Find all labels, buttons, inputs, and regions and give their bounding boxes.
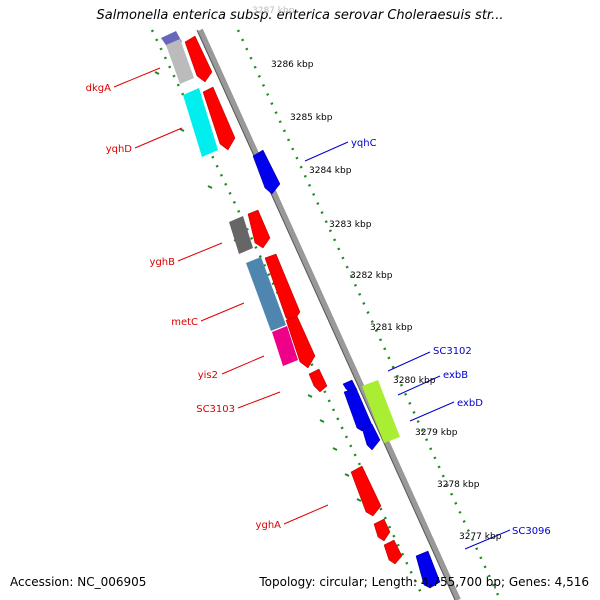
scale-label: 3282 kbp — [350, 271, 393, 281]
reverse-gene-labels: yqhC SC3102 exbB exbD SC3096 — [351, 138, 551, 537]
gene-box — [183, 88, 218, 157]
gene-label-exbB: exbB — [443, 370, 468, 381]
gene-arrow — [252, 149, 281, 195]
scale-label: 3279 kbp — [415, 428, 458, 438]
gene-label-yqhD: yqhD — [106, 144, 133, 155]
scale-label: 3285 kbp — [290, 113, 333, 123]
scale-label: 3281 kbp — [370, 323, 413, 333]
scale-label: 3283 kbp — [329, 220, 372, 230]
topology-text: Topology: circular; Length: 4,755,700 bp… — [259, 575, 589, 589]
forward-genes — [161, 31, 403, 565]
scale-label: 3278 kbp — [437, 480, 480, 490]
right-scale-line — [236, 29, 500, 596]
backbone-edge — [196, 29, 456, 600]
gene-arrow — [202, 86, 236, 151]
scale-label: 3284 kbp — [309, 166, 352, 176]
gene-arrow — [350, 465, 382, 517]
gene-arrow — [383, 539, 403, 565]
gene-box — [166, 39, 194, 84]
scale-label: 3287 kbp — [252, 6, 295, 16]
gene-box — [272, 326, 298, 366]
gene-arrow — [247, 209, 271, 249]
reverse-genes — [252, 149, 441, 589]
gene-box — [362, 380, 400, 443]
gene-label-yghA: yghA — [256, 520, 282, 531]
gene-label-dkgA: dkgA — [86, 83, 111, 94]
gene-label-metC: metC — [171, 317, 198, 328]
genome-title: Salmonella enterica subsp. enterica sero… — [96, 8, 504, 23]
scale-label: 3286 kbp — [271, 60, 314, 70]
gene-label-yghB: yghB — [150, 257, 176, 268]
gene-label-SC3096: SC3096 — [512, 526, 551, 537]
gene-label-SC3103: SC3103 — [196, 404, 235, 415]
gene-arrow — [361, 423, 381, 451]
gene-arrow — [373, 518, 391, 542]
gene-box — [229, 216, 253, 254]
gene-label-SC3102: SC3102 — [433, 346, 472, 357]
scale-label: 3280 kbp — [393, 376, 436, 386]
forward-label-leaders — [113, 67, 329, 525]
gene-box — [246, 257, 286, 331]
gene-label-yqhC: yqhC — [351, 138, 377, 149]
gene-arrow — [308, 368, 328, 393]
reverse-label-leaders — [304, 141, 511, 550]
gene-label-exbD: exbD — [457, 398, 483, 409]
gene-arrow — [184, 35, 213, 83]
gene-arrow — [415, 550, 441, 589]
scale-labels: 3287 kbp 3286 kbp 3285 kbp 3284 kbp 3283… — [252, 6, 502, 542]
gene-arrow — [285, 315, 316, 369]
forward-gene-labels: dkgA yqhD yghB metC yis2 SC3103 yghA — [86, 83, 281, 531]
backbone — [197, 28, 461, 600]
gene-label-yis2: yis2 — [198, 370, 218, 381]
accession-text: Accession: NC_006905 — [10, 575, 147, 589]
scale-label: 3277 kbp — [459, 532, 502, 542]
